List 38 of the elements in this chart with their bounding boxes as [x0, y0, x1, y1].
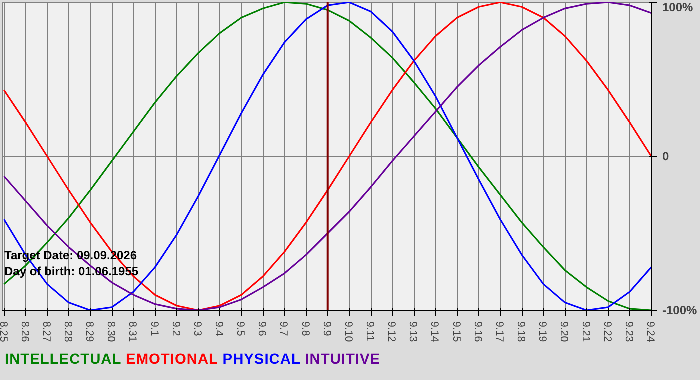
x-tick-label: 9.15 [450, 322, 462, 342]
y-tick-label: 0 [662, 150, 670, 164]
text: INTELLECTUAL [5, 352, 122, 368]
x-tick-label: 8.31 [126, 322, 139, 342]
x-tick-label: 9.13 [407, 322, 420, 342]
x-tick-label: 9.23 [622, 322, 635, 342]
x-tick-label: 9.19 [536, 322, 549, 342]
x-tick-label: 9.21 [580, 322, 592, 342]
x-tick-label: 9.6 [256, 322, 268, 336]
x-tick-label: 8.28 [62, 322, 74, 342]
x-tick-label: 9.24 [644, 322, 656, 342]
x-tick-label: 9.10 [342, 322, 354, 342]
x-tick-label: 9.11 [364, 322, 376, 342]
x-tick-label: 8.25 [0, 322, 10, 342]
text: EMOTIONAL [126, 352, 218, 368]
y-tick-label: 100% [662, 0, 694, 14]
x-tick-label: 9.3 [191, 322, 204, 336]
x-tick-label: 9.12 [386, 322, 398, 342]
text: PHYSICAL [222, 352, 301, 368]
x-tick-label: 9.17 [493, 322, 506, 342]
x-tick-label: 9.1 [148, 322, 160, 336]
x-tick-label: 8.27 [40, 322, 52, 342]
x-tick-label: 8.29 [84, 322, 96, 342]
x-tick-label: 9.5 [234, 322, 247, 336]
x-tick-label: 8.30 [105, 322, 118, 342]
x-tick-label: 8.26 [18, 322, 31, 342]
x-tick-label: 9.8 [299, 322, 312, 336]
y-tick-label: -100% [662, 304, 698, 318]
x-tick-label: 9.7 [278, 322, 290, 336]
x-tick-label: 9.4 [212, 322, 225, 336]
x-tick-label: 9.22 [601, 322, 614, 342]
x-tick-label: 9.16 [472, 322, 484, 342]
x-tick-label: 9.14 [428, 322, 441, 342]
text: INTUITIVE [305, 352, 381, 368]
x-tick-label: 9.2 [170, 322, 182, 336]
x-tick-label: 9.9 [320, 322, 333, 336]
x-tick-label: 9.20 [558, 322, 570, 342]
x-tick-label: 9.18 [515, 322, 528, 342]
